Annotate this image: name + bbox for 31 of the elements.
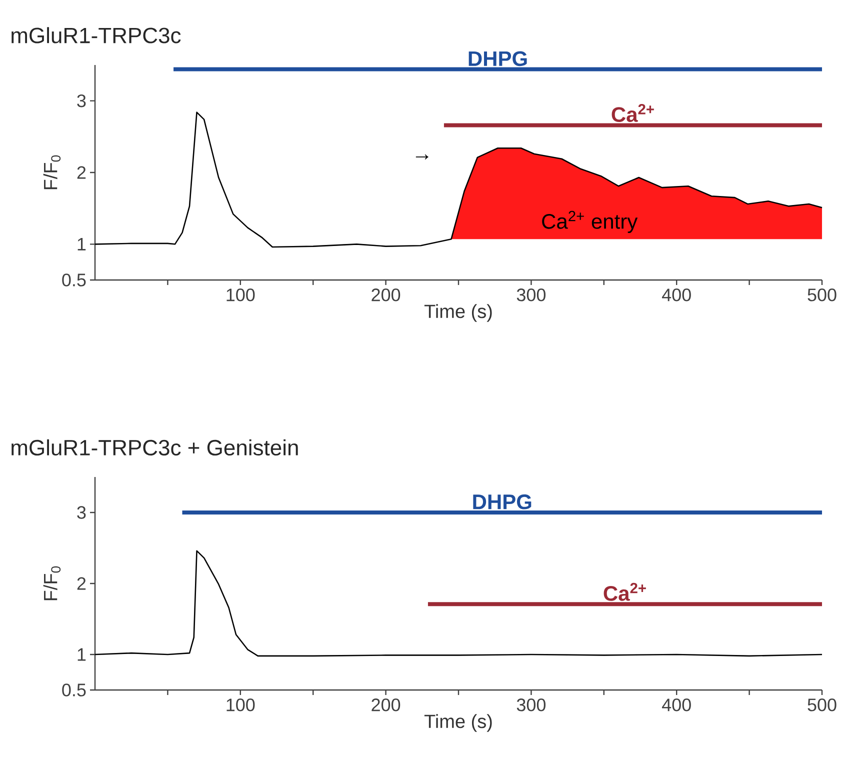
x-tick-label: 200: [372, 698, 400, 712]
x-tick-label: 500: [808, 288, 836, 302]
annotation: Ca$^{2+}$ entry: [542, 210, 638, 234]
x-tick-label: 500: [808, 698, 836, 712]
series-label: Ca$^{2+}$: [604, 582, 646, 601]
line-series: [94, 550, 823, 657]
x-tick-label: 400: [662, 698, 691, 712]
series-label: Ca$^{2+}$: [612, 104, 654, 122]
series-label: DHPG: [468, 51, 527, 66]
y-tick-label: 1: [78, 648, 86, 661]
y-tick-label: 3: [77, 506, 86, 519]
x-tick-label: 100: [226, 698, 255, 712]
x-axis-title: Time (s): [424, 714, 492, 732]
annotation: →: [416, 154, 428, 160]
x-tick-label: 200: [372, 288, 400, 302]
x-axis-title: Time (s): [424, 304, 492, 322]
x-tick-label: 100: [226, 288, 255, 302]
y-axis-title: F/F$_{0}$: [43, 566, 61, 600]
y-axis-title: F/F$_{0}$: [43, 155, 61, 190]
y-tick-label: 3: [77, 94, 86, 108]
y-tick-label: 0.5: [62, 684, 86, 696]
chart-title: mGluR1-TRPC3c + Genistein: [12, 439, 298, 456]
y-tick-label: 2: [77, 577, 86, 590]
y-tick-label: 2: [77, 166, 86, 179]
x-tick-label: 400: [662, 288, 691, 302]
y-tick-label: 1: [78, 238, 86, 250]
chart-title: mGluR1-TRPC3c: [12, 27, 181, 44]
series-label: DHPG: [473, 494, 532, 510]
y-tick-label: 0.5: [62, 274, 86, 286]
x-tick-label: 300: [516, 288, 546, 302]
x-tick-label: 300: [516, 698, 546, 712]
